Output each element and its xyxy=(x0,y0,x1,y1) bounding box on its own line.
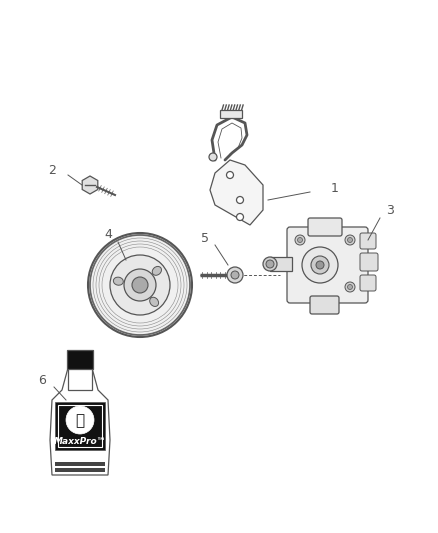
Text: MaxxPro™: MaxxPro™ xyxy=(54,438,106,447)
Text: 2: 2 xyxy=(48,164,56,176)
Bar xyxy=(55,462,105,466)
Circle shape xyxy=(88,233,192,337)
Bar xyxy=(270,257,292,271)
Circle shape xyxy=(124,269,156,301)
Ellipse shape xyxy=(150,297,159,306)
Circle shape xyxy=(231,271,239,279)
FancyBboxPatch shape xyxy=(360,253,378,271)
Circle shape xyxy=(66,406,94,434)
Circle shape xyxy=(302,247,338,283)
Circle shape xyxy=(347,238,353,243)
FancyBboxPatch shape xyxy=(310,296,339,314)
Text: 3: 3 xyxy=(386,204,394,216)
Circle shape xyxy=(226,172,233,179)
Circle shape xyxy=(311,256,329,274)
Bar xyxy=(67,350,93,369)
Text: 1: 1 xyxy=(331,182,339,195)
Circle shape xyxy=(110,255,170,315)
Ellipse shape xyxy=(152,266,162,276)
Polygon shape xyxy=(82,176,98,194)
Text: 5: 5 xyxy=(201,231,209,245)
Circle shape xyxy=(345,235,355,245)
FancyBboxPatch shape xyxy=(360,233,376,249)
Circle shape xyxy=(227,267,243,283)
Polygon shape xyxy=(210,160,263,225)
Circle shape xyxy=(132,277,148,293)
Circle shape xyxy=(237,197,244,204)
Text: Ⓜ: Ⓜ xyxy=(75,414,85,429)
Circle shape xyxy=(209,153,217,161)
Bar xyxy=(220,110,242,118)
Circle shape xyxy=(297,238,303,243)
Text: 4: 4 xyxy=(104,229,112,241)
Circle shape xyxy=(295,235,305,245)
Bar xyxy=(58,405,102,447)
Ellipse shape xyxy=(113,277,124,285)
FancyBboxPatch shape xyxy=(308,218,342,236)
Polygon shape xyxy=(50,368,110,475)
FancyBboxPatch shape xyxy=(360,275,376,291)
Circle shape xyxy=(347,285,353,289)
Bar xyxy=(68,368,92,390)
Text: 6: 6 xyxy=(38,374,46,386)
Bar xyxy=(55,402,105,450)
FancyBboxPatch shape xyxy=(287,227,368,303)
Circle shape xyxy=(345,282,355,292)
Circle shape xyxy=(237,214,244,221)
Circle shape xyxy=(266,260,274,268)
Circle shape xyxy=(316,261,324,269)
Bar xyxy=(55,468,105,472)
Circle shape xyxy=(263,257,277,271)
